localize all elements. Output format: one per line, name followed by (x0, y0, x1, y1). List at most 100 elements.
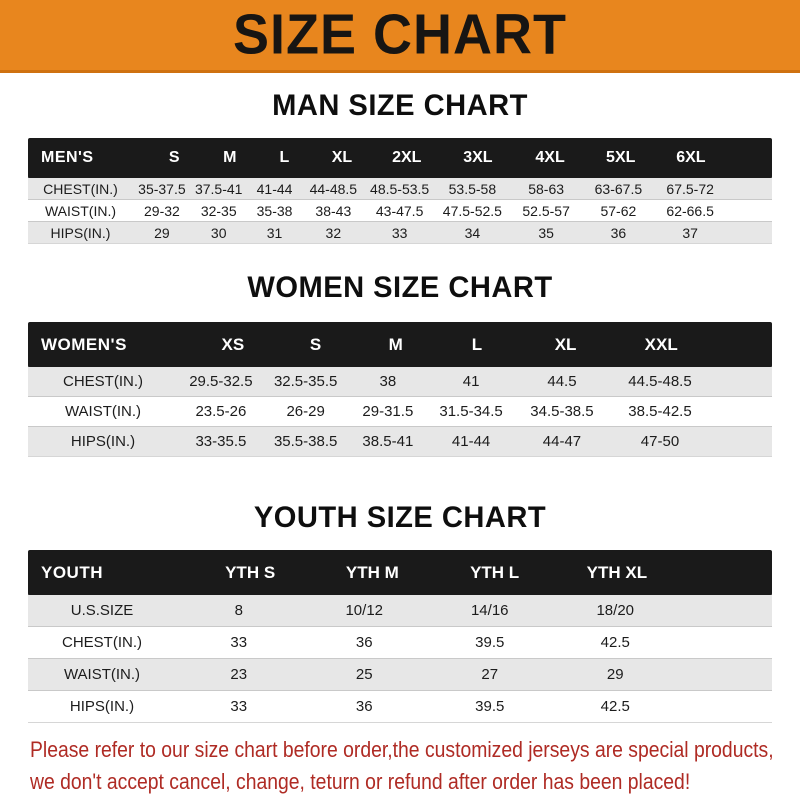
youth-row-waist: WAIST(IN.) 23 25 27 29 (28, 658, 772, 690)
size-value: 67.5-72 (666, 180, 714, 197)
size-value: 27 (481, 666, 499, 683)
youth-size-header: YTH S (225, 562, 276, 582)
women-table: WOMEN'S XS S M L XL XXL CHEST(IN.) 29.5-… (28, 322, 772, 457)
row-label: WAIST(IN.) (44, 202, 117, 219)
size-value: 33 (230, 634, 248, 651)
size-value: 62-66.5 (666, 202, 714, 219)
youth-row-chest: CHEST(IN.) 33 36 39.5 42.5 (28, 626, 772, 658)
size-value: 48.5-53.5 (370, 180, 430, 197)
size-value: 38.5-42.5 (628, 403, 692, 420)
row-label: HIPS(IN.) (69, 698, 135, 715)
footer-line-2: we don't accept cancel, change, teturn o… (30, 769, 691, 794)
size-value: 36 (610, 224, 627, 241)
men-header-label: MEN'S (41, 149, 94, 166)
size-value: 39.5 (475, 698, 505, 715)
size-value: 47.5-52.5 (442, 202, 502, 219)
size-value: 41-44 (451, 433, 491, 450)
size-value: 37 (682, 224, 698, 241)
size-value: 57-62 (600, 202, 637, 219)
women-row-chest: CHEST(IN.) 29.5-32.5 32.5-35.5 38 41 44.… (28, 367, 772, 396)
size-value: 37.5-41 (194, 180, 243, 197)
size-value: 38.5-41 (362, 433, 414, 450)
size-value: 25 (355, 666, 373, 683)
size-value: 42.5 (600, 634, 630, 651)
row-label: WAIST(IN.) (63, 666, 141, 683)
size-value: 33 (230, 698, 248, 715)
women-header-row: WOMEN'S XS S M L XL XXL (28, 322, 772, 367)
youth-size-header: YTH XL (586, 562, 648, 582)
youth-header-label: YOUTH (41, 562, 103, 582)
size-value: 53.5-58 (448, 180, 497, 197)
size-value: 23 (230, 666, 248, 683)
size-value: 41 (462, 373, 480, 390)
size-value: 32.5-35.5 (273, 373, 338, 390)
size-value: 44-48.5 (309, 180, 358, 197)
women-size-header: XXL (644, 334, 678, 354)
size-value: 36 (355, 634, 373, 651)
row-label: CHEST(IN.) (63, 373, 143, 390)
size-value: 43-47.5 (375, 202, 424, 219)
men-row-chest: CHEST(IN.) 35-37.5 37.5-41 41-44 44-48.5… (28, 178, 772, 199)
size-value: 47-50 (640, 433, 680, 450)
youth-heading: YOUTH SIZE CHART (253, 501, 547, 534)
men-table-body: CHEST(IN.) 35-37.5 37.5-41 41-44 44-48.5… (28, 178, 772, 244)
size-value: 35.5-38.5 (273, 433, 338, 450)
size-value: 44.5-48.5 (628, 373, 692, 390)
size-value: 30 (210, 224, 227, 241)
women-heading: WOMEN SIZE CHART (247, 271, 553, 304)
size-value: 44.5 (547, 373, 577, 390)
footer-line-1: Please refer to our size chart before or… (30, 737, 774, 762)
women-table-body: CHEST(IN.) 29.5-32.5 32.5-35.5 38 41 44.… (28, 367, 772, 457)
size-value: 41-44 (256, 180, 293, 197)
size-value: 26-29 (286, 403, 325, 420)
youth-row-hips: HIPS(IN.) 33 36 39.5 42.5 (28, 690, 772, 722)
size-value: 18/20 (596, 602, 635, 619)
men-row-waist: WAIST(IN.) 29-32 32-35 35-38 38-43 43-47… (28, 199, 772, 221)
youth-header-row: YOUTH YTH S YTH M YTH L YTH XL (28, 550, 772, 595)
banner: SIZE CHART (0, 0, 800, 73)
size-value: 38-43 (315, 202, 352, 219)
size-value: 38 (379, 373, 397, 390)
size-value: 31.5-34.5 (439, 403, 503, 420)
men-heading: MAN SIZE CHART (272, 89, 528, 122)
footer-note: Please refer to our size chart before or… (0, 734, 800, 798)
size-value: 29 (606, 666, 624, 683)
men-size-header: 5XL (606, 149, 636, 166)
size-value: 34 (464, 224, 481, 241)
men-header-row: MEN'S S M L XL 2XL 3XL 4XL 5XL 6XL (28, 138, 772, 178)
men-row-hips: HIPS(IN.) 29 30 31 32 33 34 35 36 37 (28, 221, 772, 243)
men-size-header: 4XL (535, 149, 565, 166)
size-value: 32-35 (200, 202, 237, 219)
size-value: 31 (266, 224, 283, 241)
women-row-hips: HIPS(IN.) 33-35.5 35.5-38.5 38.5-41 41-4… (28, 426, 772, 456)
size-value: 29-31.5 (362, 403, 414, 420)
size-value: 42.5 (600, 698, 630, 715)
row-label: CHEST(IN.) (43, 180, 118, 197)
women-size-header: L (471, 334, 483, 354)
row-label: U.S.SIZE (70, 602, 134, 619)
youth-table-body: U.S.SIZE 8 10/12 14/16 18/20 CHEST(IN.) … (28, 595, 772, 723)
row-label: WAIST(IN.) (64, 403, 142, 420)
row-label: HIPS(IN.) (50, 224, 111, 241)
women-size-header: XL (554, 334, 577, 354)
size-value: 35-38 (256, 202, 293, 219)
size-value: 23.5-26 (195, 403, 247, 420)
size-value: 35-37.5 (138, 180, 186, 197)
size-value: 33-35.5 (195, 433, 247, 450)
size-value: 29-32 (144, 202, 180, 219)
women-size-header: XS (221, 334, 245, 354)
size-value: 58-63 (528, 180, 565, 197)
men-table: MEN'S S M L XL 2XL 3XL 4XL 5XL 6XL CHEST… (28, 138, 772, 244)
women-row-waist: WAIST(IN.) 23.5-26 26-29 29-31.5 31.5-34… (28, 396, 772, 426)
men-size-header: M (223, 149, 237, 166)
women-size-header: S (309, 334, 322, 354)
women-header-label: WOMEN'S (41, 334, 127, 354)
women-size-header: M (388, 334, 403, 354)
size-value: 10/12 (345, 602, 384, 619)
size-value: 36 (355, 698, 373, 715)
size-value: 29 (154, 224, 170, 241)
men-size-header: XL (331, 149, 353, 166)
size-value: 33 (391, 224, 408, 241)
size-value: 39.5 (475, 634, 505, 651)
